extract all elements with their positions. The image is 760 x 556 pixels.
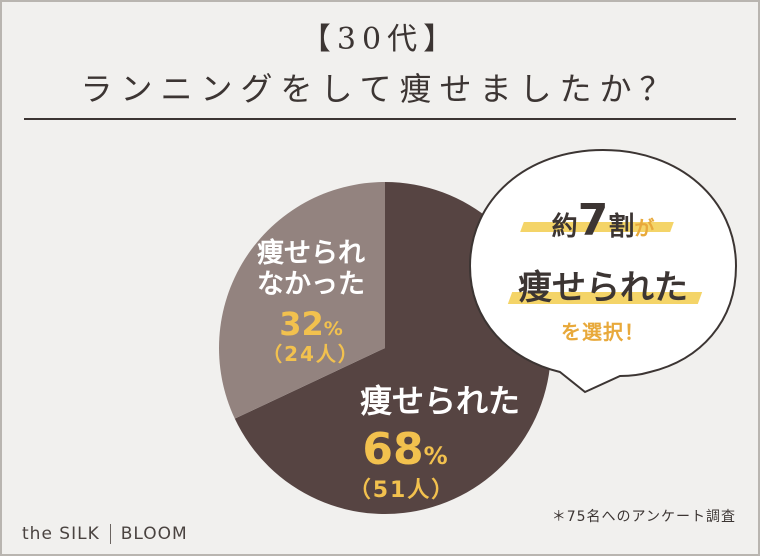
slice-count-not-lost: （24人）	[262, 342, 360, 366]
slice-percent-not-lost: 32%	[256, 306, 366, 343]
callout-line-2: 痩せられた	[518, 268, 688, 308]
title-line-1: 【30代】	[300, 22, 460, 57]
slice-percent-not-lost-unit: %	[323, 318, 343, 340]
callout-pre: 約	[551, 212, 578, 242]
brand-logo: the SILK BLOOM	[22, 524, 188, 544]
slice-label-not-lost: 痩せられ なかった	[236, 238, 386, 300]
slice-label-not-lost-line1: 痩せられ	[257, 238, 365, 269]
pie-slice-not-lost	[219, 182, 385, 419]
callout-post: 割	[608, 212, 635, 242]
logo-separator	[109, 524, 111, 544]
slice-percent-lost-value: 68	[362, 424, 424, 475]
callout-line-3: を選択！	[561, 320, 645, 344]
logo-right: BLOOM	[120, 524, 188, 544]
slice-label-lost: 痩せられた	[359, 382, 520, 420]
slice-percent-not-lost-value: 32	[279, 305, 324, 343]
callout-number: 7	[577, 195, 609, 246]
title-rule	[24, 118, 736, 120]
slice-label-not-lost-line2: なかった	[257, 269, 365, 301]
speech-bubble-shape	[468, 148, 738, 394]
logo-left: the SILK	[22, 524, 100, 544]
callout-tail: が	[634, 216, 655, 240]
footnote: ＊75名へのアンケート調査	[551, 509, 736, 525]
slice-percent-lost: 68%	[340, 424, 470, 476]
slice-count-lost: （51人）	[348, 478, 456, 503]
slice-percent-lost-unit: %	[423, 442, 448, 470]
callout-line-1: 約7割が	[508, 195, 698, 246]
title-line-2: ランニングをして痩せましたか？	[80, 70, 680, 108]
speech-bubble	[468, 148, 738, 394]
